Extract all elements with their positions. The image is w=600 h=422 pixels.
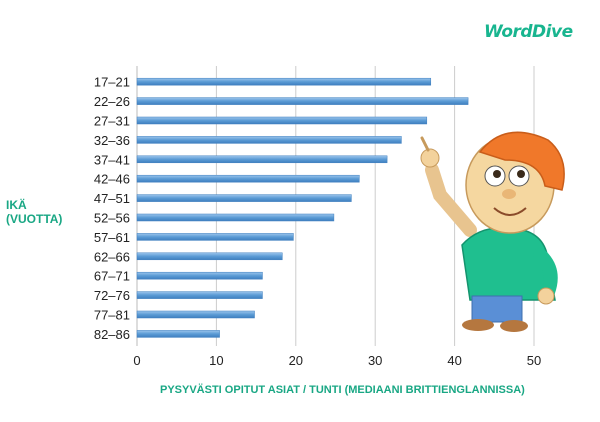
y-tick-label: 17–21 [94,75,130,90]
y-tick-label: 37–41 [94,152,130,167]
y-tick-label: 72–76 [94,288,130,303]
y-tick-label: 32–36 [94,133,130,148]
x-axis-label: PYSYVÄSTI OPITUT ASIAT / TUNTI (MEDIAANI… [160,384,525,396]
bar-62–66 [136,252,283,261]
bar-72–76 [136,291,263,299]
bar-32–36 [136,136,402,144]
x-tick-label: 30 [368,353,382,368]
bar-82–86 [136,330,220,338]
plot-area [137,68,534,350]
y-tick-label: 62–66 [94,249,130,264]
y-tick-label: 52–56 [94,211,130,226]
y-tick-label: 47–51 [94,191,130,206]
bar-77–81 [136,310,255,319]
x-tick-label: 10 [209,353,223,368]
y-tick-label: 42–46 [94,172,130,187]
x-tick-label: 50 [527,353,541,368]
bar-67–71 [136,271,263,280]
y-tick-label: 22–26 [94,94,130,109]
bar-37–41 [136,155,388,164]
bar-17–21 [136,77,432,86]
x-tick-label: 40 [447,353,461,368]
worddive-logo: WordDive [484,22,573,42]
bar-22–26 [136,97,469,105]
x-tick-label: 20 [289,353,303,368]
y-tick-label: 77–81 [94,308,130,323]
bar-52–56 [136,213,335,222]
bar-42–46 [136,174,360,183]
x-tick-label: 0 [133,353,140,368]
y-tick-label: 82–86 [94,327,130,342]
y-tick-label: 67–71 [94,269,130,284]
bar-57–61 [136,233,294,241]
y-tick-label: 27–31 [94,114,130,129]
bar-47–51 [136,194,352,202]
y-axis-label: IKÄ (VUOTTA) [6,198,63,226]
bar-27–31 [136,116,428,125]
y-tick-label: 57–61 [94,230,130,245]
mascot-illustration [420,131,565,332]
